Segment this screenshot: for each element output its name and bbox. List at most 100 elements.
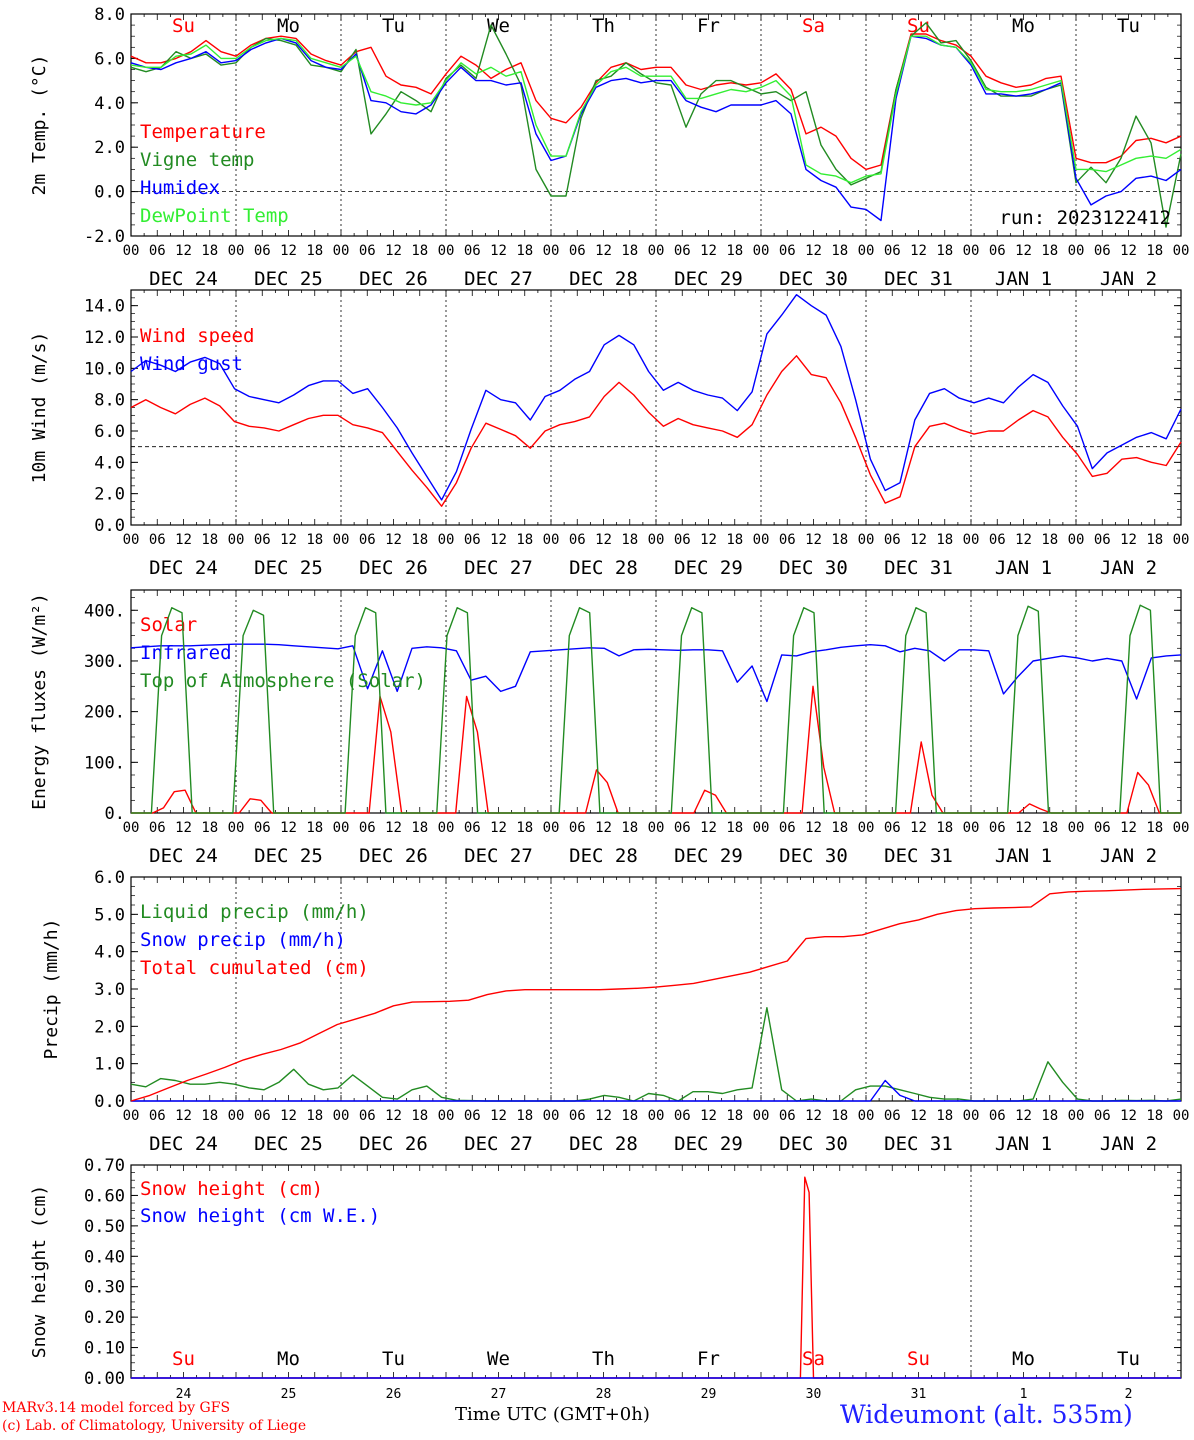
panel-3-date-label: JAN 1 <box>995 1133 1052 1155</box>
panel-2-ytick-label: 200. <box>84 703 125 723</box>
panel-1-hour-label: 12 <box>805 532 822 548</box>
panel-4-weekday-label: Su <box>907 1348 930 1370</box>
panel-2-date-label: DEC 27 <box>464 845 533 867</box>
panel-1-hour-label: 06 <box>254 532 271 548</box>
panel-3-hour-label: 00 <box>123 1108 140 1124</box>
panel-1-hour-label: 00 <box>1068 532 1085 548</box>
panel-4-day-number: 2 <box>1125 1387 1133 1402</box>
panel-3-date-label: DEC 25 <box>254 1133 323 1155</box>
panel-3-hour-label: 00 <box>333 1108 350 1124</box>
panel-0-hour-label: 06 <box>569 243 586 259</box>
panel-1-hour-label: 18 <box>621 532 638 548</box>
panel-2-legend-1: Infrared <box>140 642 232 664</box>
panel-0-hour-label: 00 <box>1068 243 1085 259</box>
panel-3-hour-label: 12 <box>280 1108 297 1124</box>
panel-0-date-label: DEC 25 <box>254 268 323 290</box>
panel-0-legend-1: Vigne temp <box>140 149 254 171</box>
panel-3-date-label: DEC 28 <box>569 1133 638 1155</box>
panel-2-hour-label: 12 <box>280 820 297 836</box>
panel-1-ytick-label: 0.0 <box>94 516 125 536</box>
panel-1-hour-label: 00 <box>648 532 665 548</box>
panel-0-hour-label: 00 <box>1173 243 1190 259</box>
panel-2-ytick-label: 0. <box>105 804 125 824</box>
panel-4-ytick-label: 0.70 <box>84 1156 125 1176</box>
panel-0-weekday-label: Su <box>172 15 195 37</box>
panel-0-weekday-label: Mo <box>277 15 300 37</box>
panel-3-date-label: DEC 29 <box>674 1133 743 1155</box>
panel-2-hour-label: 00 <box>333 820 350 836</box>
panel-1-hour-label: 00 <box>123 532 140 548</box>
panel-0-date-label: JAN 1 <box>995 268 1052 290</box>
panel-3-hour-label: 00 <box>963 1108 980 1124</box>
panel-2-ytick-label: 100. <box>84 753 125 773</box>
panel-2-hour-label: 18 <box>1041 820 1058 836</box>
panel-1-date-label: DEC 29 <box>674 557 743 579</box>
panel-0-hour-label: 06 <box>254 243 271 259</box>
panel-3-hour-label: 12 <box>805 1108 822 1124</box>
panel-4-day-number: 27 <box>491 1387 507 1402</box>
panel-0-hour-label: 06 <box>674 243 691 259</box>
panel-4-weekday-label: Su <box>172 1348 195 1370</box>
panel-3-hour-label: 18 <box>726 1108 743 1124</box>
panel-0-hour-label: 12 <box>385 243 402 259</box>
panel-2-hour-label: 00 <box>438 820 455 836</box>
panel-0-date-label: DEC 28 <box>569 268 638 290</box>
panel-1-hour-label: 00 <box>1173 532 1190 548</box>
panel-2-hour-label: 06 <box>254 820 271 836</box>
panel-3-ytick-label: 5.0 <box>94 905 125 925</box>
panel-2-date-label: DEC 29 <box>674 845 743 867</box>
run-label: run: 2023122412 <box>999 207 1171 229</box>
panel-1-hour-label: 18 <box>201 532 218 548</box>
panel-1-hour-label: 00 <box>753 532 770 548</box>
panel-1-series-0-line <box>130 355 1182 507</box>
panel-0-date-label: DEC 30 <box>779 268 848 290</box>
panel-0-series-3-line <box>130 35 1182 184</box>
panel-0-hour-label: 12 <box>595 243 612 259</box>
panel-1-hour-label: 18 <box>516 532 533 548</box>
panel-2-series-2-line <box>131 604 1181 814</box>
panel-3-hour-label: 00 <box>543 1108 560 1124</box>
panel-3-hour-label: 18 <box>831 1108 848 1124</box>
panel-3-hour-label: 00 <box>753 1108 770 1124</box>
panel-3-legend-1: Snow precip (mm/h) <box>140 929 346 951</box>
panel-0-hour-label: 12 <box>1120 243 1137 259</box>
panel-1-hour-label: 12 <box>385 532 402 548</box>
panel-3-hour-label: 00 <box>648 1108 665 1124</box>
panel-2-hour-label: 18 <box>936 820 953 836</box>
panel-2-legend-2: Top of Atmosphere (Solar) <box>140 670 426 692</box>
panel-2-hour-label: 12 <box>175 820 192 836</box>
panel-2-hour-label: 18 <box>411 820 428 836</box>
panel-3-date-label: DEC 31 <box>884 1133 953 1155</box>
panel-1-hour-label: 06 <box>464 532 481 548</box>
panel-0-hour-label: 06 <box>359 243 376 259</box>
panel-3-hour-label: 06 <box>464 1108 481 1124</box>
panel-1-hour-label: 06 <box>674 532 691 548</box>
panel-0-ytick-label: 6.0 <box>94 49 125 69</box>
panel-2-hour-label: 12 <box>1015 820 1032 836</box>
panel-2-ylabel: Energy fluxes (W/m²) <box>29 593 50 810</box>
panel-0-hour-label: 06 <box>1094 243 1111 259</box>
panel-0-weekday-label: Tu <box>382 15 405 37</box>
panel-0-ytick-label: 4.0 <box>94 94 125 114</box>
panel-1-hour-label: 12 <box>1015 532 1032 548</box>
panel-3-hour-label: 18 <box>516 1108 533 1124</box>
panel-1-hour-label: 12 <box>280 532 297 548</box>
panel-0-hour-label: 00 <box>963 243 980 259</box>
panel-2-hour-label: 18 <box>306 820 323 836</box>
panel-3-hour-label: 06 <box>1094 1108 1111 1124</box>
panel-1-ylabel: 10m Wind (m/s) <box>29 332 50 484</box>
panel-0-legend-3: DewPoint Temp <box>140 205 289 227</box>
panel-0-hour-label: 00 <box>858 243 875 259</box>
panel-4-weekday-label: Tu <box>382 1348 405 1370</box>
panel-3-hour-label: 06 <box>779 1108 796 1124</box>
panel-0-date-label: DEC 26 <box>359 268 428 290</box>
panel-3-hour-label: 06 <box>569 1108 586 1124</box>
panel-2-hour-label: 18 <box>621 820 638 836</box>
panel-1-ytick-label: 12.0 <box>84 328 125 348</box>
panel-0-legend-0: Temperature <box>140 121 266 143</box>
panel-2-hour-label: 18 <box>1146 820 1163 836</box>
panel-3-ylabel: Precip (mm/h) <box>41 919 62 1060</box>
panel-2-hour-label: 12 <box>595 820 612 836</box>
panel-2-hour-label: 00 <box>1173 820 1190 836</box>
panel-2-hour-label: 12 <box>910 820 927 836</box>
